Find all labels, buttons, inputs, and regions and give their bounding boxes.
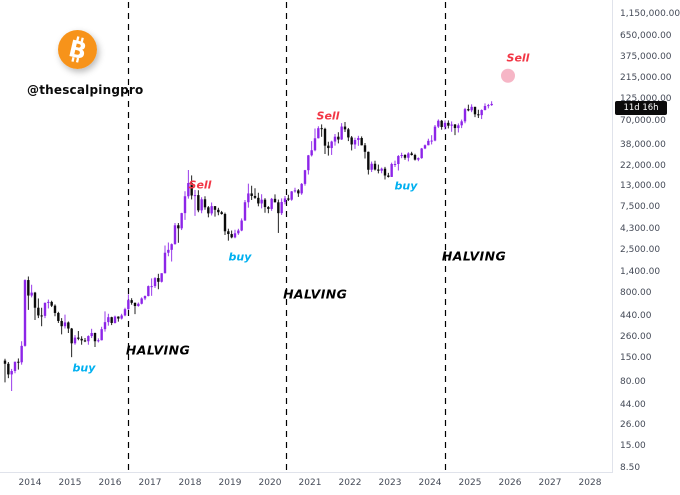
year-axis-label: 2024: [418, 478, 442, 488]
price-axis-label: 44.00: [620, 399, 646, 410]
price-axis-label: 70,000.00: [620, 116, 666, 127]
price-axis-label: 1,400.00: [620, 266, 661, 277]
year-axis-label: 2023: [378, 478, 402, 488]
year-axis-label: 2016: [98, 478, 122, 488]
svg-text:B: B: [65, 36, 88, 65]
price-axis-label: 440.00: [620, 311, 652, 322]
price-axis-label: 2,500.00: [620, 244, 661, 255]
price-axis-label: 38,000.00: [620, 139, 666, 150]
price-axis[interactable]: 11d 16h 1,150,000.00 650,000.00 375,000.00…: [613, 0, 680, 473]
year-axis-label: 2019: [218, 478, 242, 488]
year-axis-label: 2028: [578, 478, 602, 488]
chart-plot-area: HALVING HALVING HALVING buy Sell buy Sell buy Se…: [0, 0, 613, 473]
year-axis-label: 2015: [58, 478, 82, 488]
year-axis-label: 2025: [458, 478, 482, 488]
price-axis-label: 26.00: [620, 420, 646, 431]
year-axis-label: 2014: [18, 478, 42, 488]
price-axis-label: 800.00: [620, 288, 652, 299]
year-axis-label: 2026: [498, 478, 522, 488]
price-axis-label: 15.00: [620, 441, 646, 452]
price-axis-label: 7,500.00: [620, 202, 661, 213]
year-axis-label: 2022: [338, 478, 362, 488]
price-axis-label: 4,300.00: [620, 223, 661, 234]
price-axis-label: 215,000.00: [620, 73, 672, 84]
year-axis-label: 2018: [178, 478, 202, 488]
year-axis-label: 2027: [538, 478, 562, 488]
year-axis-label: 2021: [298, 478, 322, 488]
axis-corner: [613, 473, 680, 495]
price-axis-label: 375,000.00: [620, 51, 672, 62]
bitcoin-icon: B: [57, 30, 97, 69]
price-axis-label: 13,000.00: [620, 181, 666, 192]
year-axis-label: 2017: [138, 478, 162, 488]
handle-text: @thescalpingpro: [27, 83, 144, 97]
price-axis-label: 80.00: [620, 376, 646, 387]
price-chart[interactable]: [0, 0, 612, 472]
price-axis-label: 22,000.00: [620, 160, 666, 171]
price-axis-label: 150.00: [620, 352, 652, 363]
year-axis-label: 2020: [258, 478, 282, 488]
price-axis-label: 260.00: [620, 331, 652, 342]
countdown-badge[interactable]: 11d 16h: [615, 100, 667, 115]
price-axis-label: 650,000.00: [620, 30, 672, 41]
price-axis-label: 8.50: [620, 463, 641, 473]
price-axis-label: 1,150,000.00: [620, 8, 680, 19]
bitcoin-logo: B @thescalpingpro: [27, 30, 144, 97]
price-axis-label: 125,000.00: [620, 94, 672, 105]
time-axis[interactable]: 2014 2015 2016 2017 2018 2019 2020 2021 2022 2023…: [0, 473, 612, 495]
